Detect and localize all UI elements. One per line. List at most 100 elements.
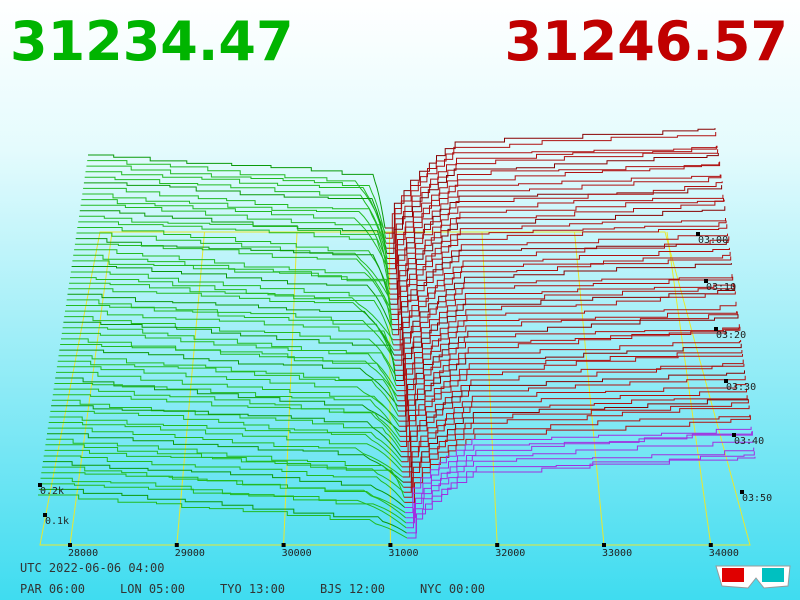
bid-line	[61, 332, 397, 391]
ask-line	[397, 311, 738, 402]
floor-line	[176, 231, 205, 546]
bid-line	[43, 455, 405, 503]
ask-line	[406, 447, 755, 529]
ask-line	[387, 162, 720, 259]
bid-line	[81, 199, 389, 269]
tick-dot	[43, 513, 47, 517]
price-label: 34000	[709, 548, 739, 559]
ask-line	[390, 199, 725, 300]
ask-line	[395, 283, 734, 371]
ask-line	[400, 359, 744, 447]
bid-line	[72, 260, 393, 325]
ask-line	[391, 233, 728, 326]
floor-outline	[39, 231, 751, 546]
bid-line	[65, 310, 396, 371]
ask-price: 31246.57	[504, 10, 788, 73]
ask-line	[389, 194, 724, 290]
bid-line	[69, 282, 394, 346]
bid-line	[63, 321, 397, 381]
bid-line	[41, 472, 406, 519]
bid-line	[49, 416, 403, 468]
tick-dot	[495, 543, 500, 547]
ask-line	[386, 149, 719, 249]
ask-line	[402, 388, 747, 473]
bid-line	[44, 449, 405, 498]
bid-line	[65, 305, 396, 366]
tick-dot	[696, 232, 700, 236]
bid-line	[38, 494, 408, 539]
bid-line	[58, 355, 399, 412]
ask-line	[387, 161, 721, 265]
ask-line	[388, 185, 723, 280]
ask-line	[390, 206, 726, 305]
bid-line	[56, 371, 400, 427]
bid-line	[88, 154, 386, 229]
bid-line	[42, 461, 406, 508]
bid-line	[73, 254, 392, 320]
price-label: 31000	[388, 548, 418, 559]
ask-line	[406, 451, 755, 534]
bid-line	[52, 394, 401, 447]
ask-line	[403, 398, 749, 483]
bid-line	[78, 221, 390, 290]
ask-line	[398, 326, 741, 422]
ask-line	[399, 350, 743, 437]
price-label: 32000	[495, 548, 525, 559]
time-label: 03:50	[742, 493, 772, 504]
bid-line	[47, 433, 404, 483]
tick-dot	[68, 543, 72, 547]
ask-line	[393, 256, 732, 351]
bid-line	[56, 366, 400, 422]
tick-dot	[388, 543, 393, 547]
bid-line	[66, 299, 395, 361]
bid-line	[71, 266, 393, 330]
time-label: 03:20	[716, 330, 746, 341]
ask-line	[398, 328, 740, 412]
ask-line	[396, 301, 737, 392]
utc-time: UTC 2022-06-06 04:00	[20, 561, 165, 575]
tick-dot	[38, 483, 42, 487]
bid-line	[50, 410, 402, 463]
bid-line	[47, 427, 404, 478]
bid-line	[75, 238, 391, 305]
bid-line	[84, 176, 387, 249]
bid-line	[79, 215, 390, 284]
tick-dot	[602, 543, 606, 547]
ask-line	[386, 153, 719, 254]
bid-line	[60, 344, 398, 401]
floor-line	[574, 231, 605, 546]
ask-line	[388, 174, 722, 275]
bid-line	[53, 388, 401, 442]
ask-line	[389, 181, 723, 285]
bid-line	[80, 204, 389, 274]
ask-line	[386, 145, 718, 244]
bid-line	[64, 316, 396, 376]
axis-labels: 28000 29000 30000 31000 32000 33000 34000 03:00…	[38, 232, 772, 559]
bid-line	[48, 422, 403, 473]
price-label: 29000	[175, 548, 205, 559]
price-label: 30000	[282, 548, 312, 559]
ask-line	[402, 395, 748, 478]
ask-line	[402, 383, 747, 468]
ask-line	[385, 145, 717, 239]
bid-line	[62, 327, 397, 386]
depth-label: 0.2k	[40, 486, 64, 497]
ask-line	[395, 284, 735, 376]
bid-line	[59, 349, 398, 407]
ask-line	[393, 251, 731, 346]
ask-line	[391, 224, 728, 320]
bid-price: 31234.47	[10, 10, 294, 73]
ask-line	[396, 291, 736, 386]
bid-line	[70, 271, 394, 335]
bid-line	[54, 383, 401, 437]
bid-line	[86, 165, 387, 239]
city-clock: PAR 06:00	[20, 582, 85, 596]
ask-line	[407, 456, 756, 539]
city-clock: TYO 13:00	[220, 582, 285, 596]
bid-line	[38, 488, 407, 534]
ask-line	[392, 239, 729, 331]
floor-line	[481, 231, 498, 546]
ask-line	[404, 414, 751, 498]
tick-dot	[724, 379, 728, 383]
